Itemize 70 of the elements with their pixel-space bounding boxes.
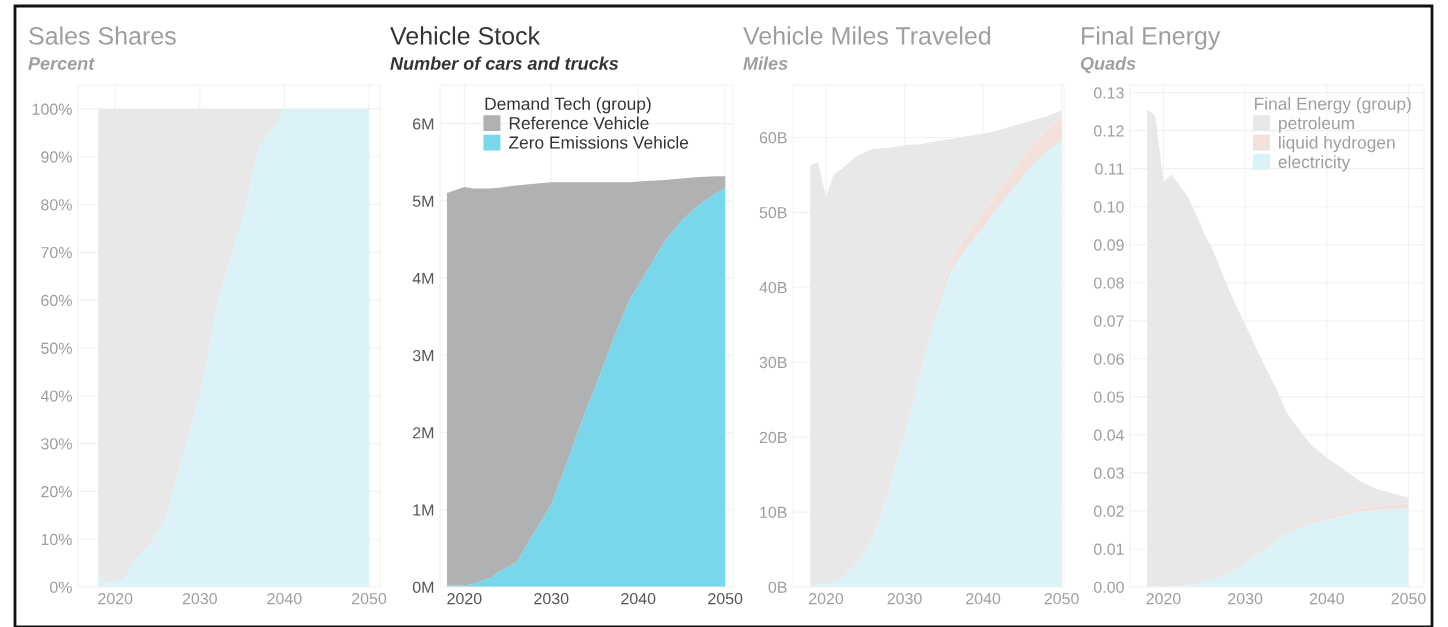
x-tick-label: 2020 — [447, 592, 482, 605]
x-tick-label: 2050 — [1044, 592, 1079, 605]
legend-title: Final Energy (group) — [1255, 97, 1411, 114]
y-tick-label: 0% — [49, 581, 72, 593]
y-tick-label: 100% — [32, 103, 72, 115]
y-tick-label: 1M — [413, 504, 434, 516]
x-tick-label: 2020 — [809, 592, 844, 605]
y-tick-label: 10B — [760, 506, 787, 519]
y-tick-label: 60% — [41, 294, 72, 307]
y-tick-label: 60B — [759, 132, 787, 144]
legend-label: Reference Vehicle — [509, 116, 649, 130]
y-tick-label: 0.05 — [1093, 391, 1124, 403]
x-tick-label: 2040 — [966, 592, 1001, 605]
y-tick-label: 0.02 — [1093, 505, 1124, 517]
y-tick-label: 0.08 — [1093, 277, 1124, 289]
x-tick-label: 2020 — [1146, 592, 1181, 605]
y-tick-label: 0.07 — [1093, 315, 1124, 327]
y-tick-label: 50B — [759, 207, 787, 219]
y-tick-label: 3M — [412, 349, 434, 362]
chart-subtitle: Quads — [1080, 56, 1136, 74]
x-tick-label: 2030 — [182, 592, 217, 605]
y-tick-label: 0M — [412, 581, 434, 593]
x-tick-label: 2050 — [352, 592, 387, 605]
chart-title: Final Energy — [1082, 26, 1221, 50]
y-tick-label: 0.10 — [1093, 201, 1124, 213]
chart-title: Sales Shares — [29, 26, 176, 45]
y-tick-label: 0.11 — [1095, 163, 1124, 175]
legend-label: liquid hydrogen — [1279, 135, 1395, 153]
y-tick-label: 0.00 — [1093, 581, 1124, 593]
y-tick-label: 0.03 — [1093, 467, 1124, 479]
y-tick-label: 4M — [412, 272, 434, 284]
y-tick-label: 80% — [41, 199, 72, 211]
y-tick-label: 0.12 — [1093, 125, 1124, 137]
y-tick-label: 50% — [41, 342, 72, 354]
x-tick-label: 2020 — [98, 592, 133, 605]
x-tick-label: 2030 — [534, 592, 569, 605]
y-tick-label: 0.04 — [1093, 429, 1124, 441]
y-tick-label: 2M — [413, 427, 434, 439]
y-tick-label: 0.01 — [1093, 543, 1124, 555]
chart-title: Vehicle Stock — [390, 26, 541, 45]
y-tick-label: 70% — [41, 246, 72, 259]
y-tick-label: 10% — [41, 533, 72, 546]
legend-label: petroleum — [1279, 116, 1354, 133]
chart-subtitle: Percent — [28, 57, 95, 70]
legend-title: Demand Tech (group) — [485, 97, 651, 114]
x-tick-label: 2050 — [1391, 592, 1426, 605]
x-tick-label: 2030 — [887, 592, 922, 605]
y-tick-label: 0.13 — [1093, 87, 1124, 99]
y-tick-label: 40% — [40, 390, 72, 402]
chart-subtitle: Miles — [743, 56, 788, 70]
y-tick-label: 30B — [759, 356, 787, 369]
y-tick-label: 20B — [759, 431, 787, 444]
y-tick-label: 90% — [41, 151, 72, 163]
y-tick-label: 40B — [759, 281, 787, 294]
y-tick-label: 0B — [768, 581, 787, 593]
y-tick-label: 6M — [413, 118, 434, 130]
y-tick-label: 30% — [41, 438, 72, 450]
chart-subtitle: Number of cars and trucks — [390, 56, 619, 70]
y-tick-label: 20% — [41, 486, 72, 498]
legend-label: Zero Emissions Vehicle — [508, 135, 689, 149]
x-tick-label: 2040 — [1309, 592, 1344, 605]
y-tick-label: 5M — [412, 195, 434, 207]
x-tick-label: 2040 — [267, 592, 302, 605]
chart-title: Vehicle Miles Traveled — [743, 26, 991, 45]
y-tick-label: 0.09 — [1093, 239, 1124, 251]
x-tick-label: 2050 — [708, 592, 743, 605]
x-tick-label: 2030 — [1228, 592, 1263, 605]
x-tick-label: 2040 — [621, 592, 656, 605]
legend-label: electricity — [1278, 155, 1351, 172]
y-tick-label: 0.06 — [1093, 353, 1124, 365]
